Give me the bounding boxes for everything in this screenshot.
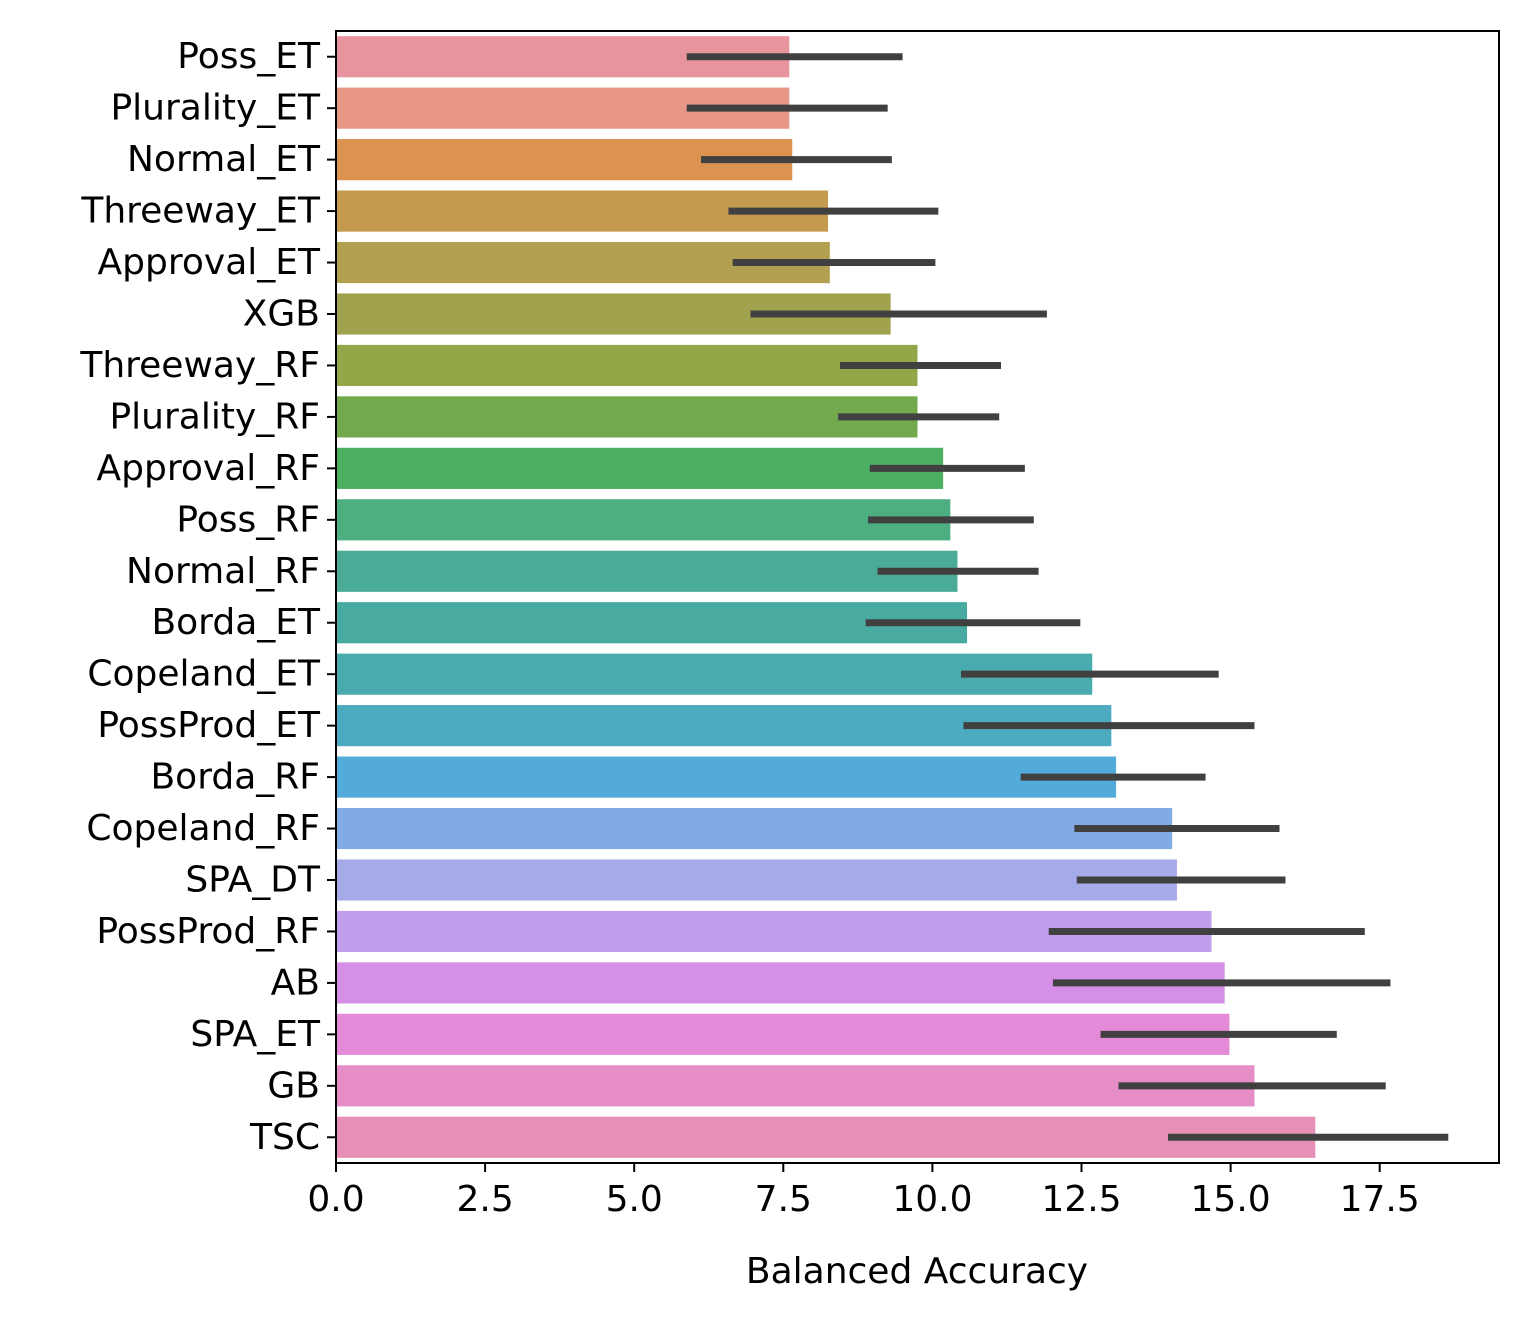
y-tick-label: Normal_RF (126, 551, 320, 592)
y-tick-label: Poss_ET (177, 36, 321, 77)
y-tick-label: Threeway_ET (80, 191, 321, 232)
y-tick-label: Plurality_RF (109, 396, 320, 437)
y-tick-label: Normal_ET (127, 139, 321, 180)
y-tick-label: AB (271, 962, 320, 1003)
bar (336, 550, 958, 592)
y-tick-label: Copeland_ET (87, 654, 321, 695)
y-tick-label: TSC (249, 1117, 320, 1158)
y-tick-label: Borda_ET (151, 602, 321, 643)
y-tick-label: Borda_RF (150, 757, 320, 798)
bar (336, 499, 951, 541)
error-bars-layer (686, 53, 1449, 1141)
y-tick-label: SPA_DT (185, 860, 321, 901)
x-tick-label: 15.0 (1191, 1179, 1271, 1220)
bar (336, 447, 944, 489)
x-tick-label: 10.0 (892, 1179, 972, 1220)
y-tick-label: Plurality_ET (110, 88, 321, 129)
y-tick-label: SPA_ET (190, 1014, 321, 1055)
bar (336, 344, 918, 387)
x-tick-label: 2.5 (456, 1179, 513, 1220)
x-tick-label: 0.0 (307, 1179, 364, 1220)
y-tick-label: Poss_RF (176, 499, 320, 540)
y-tick-label: Copeland_RF (86, 808, 320, 849)
y-tick-label: Approval_RF (97, 448, 320, 489)
y-tick-label: XGB (243, 294, 320, 335)
x-axis-title: Balanced Accuracy (746, 1251, 1088, 1292)
x-tick-label: 17.5 (1340, 1179, 1420, 1220)
y-tick-label: Approval_ET (98, 242, 321, 283)
bar (336, 859, 1177, 901)
x-tick-label: 5.0 (606, 1179, 663, 1220)
y-tick-label: PossProd_RF (96, 911, 320, 952)
bars-layer (336, 36, 1316, 1158)
y-tick-label: Threeway_RF (79, 345, 320, 386)
bar (336, 396, 918, 438)
bar (336, 1065, 1255, 1107)
y-tick-label: GB (267, 1065, 320, 1106)
bar (336, 1116, 1316, 1158)
x-tick-label: 7.5 (755, 1179, 812, 1220)
x-tick-label: 12.5 (1041, 1179, 1121, 1220)
bar (336, 756, 1117, 798)
plot-frame (335, 30, 1500, 1164)
bar (336, 1013, 1230, 1055)
y-tick-label: PossProd_ET (97, 705, 321, 746)
bar (336, 807, 1173, 850)
x-axis: 0.0 2.5 5.0 7.5 10.0 12.5 15.0 17.5 (307, 1163, 1420, 1220)
bar (336, 602, 968, 644)
y-axis: Poss_ET Plurality_ET Normal_ET Threeway_ET A… (79, 36, 336, 1158)
